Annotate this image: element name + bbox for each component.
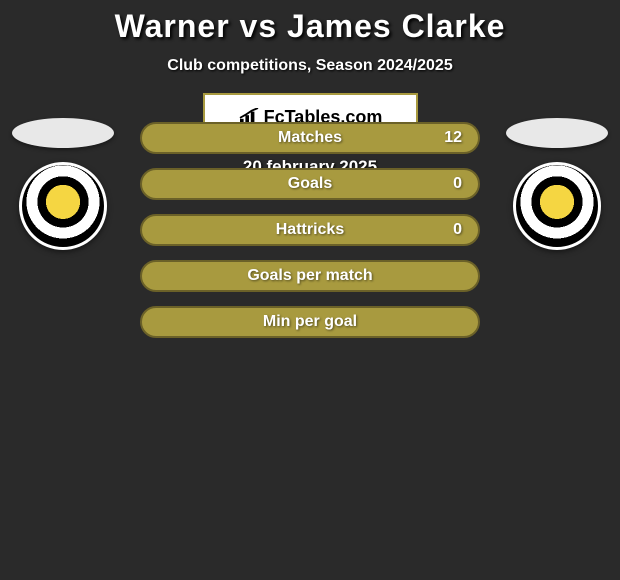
stat-label: Min per goal <box>263 313 357 331</box>
player-left-column <box>8 118 118 250</box>
stat-label: Hattricks <box>276 221 344 239</box>
club-badge-right <box>513 162 601 250</box>
player-left-silhouette <box>12 118 114 148</box>
stat-value: 0 <box>453 175 462 193</box>
stat-bar: Min per goal <box>140 306 480 338</box>
club-badge-left <box>19 162 107 250</box>
player-right-silhouette <box>506 118 608 148</box>
stat-label: Matches <box>278 129 342 147</box>
stats-list: Matches 12 Goals 0 Hattricks 0 Goals per match… <box>140 122 480 338</box>
stat-label: Goals <box>288 175 332 193</box>
stat-value: 12 <box>444 129 462 147</box>
stat-bar: Goals 0 <box>140 168 480 200</box>
player-right-column <box>502 118 612 250</box>
stat-label: Goals per match <box>247 267 372 285</box>
stat-bar: Goals per match <box>140 260 480 292</box>
comparison-title: Warner vs James Clarke <box>0 8 620 45</box>
stat-value: 0 <box>453 221 462 239</box>
comparison-subtitle: Club competitions, Season 2024/2025 <box>0 57 620 75</box>
stat-bar: Hattricks 0 <box>140 214 480 246</box>
stat-bar: Matches 12 <box>140 122 480 154</box>
